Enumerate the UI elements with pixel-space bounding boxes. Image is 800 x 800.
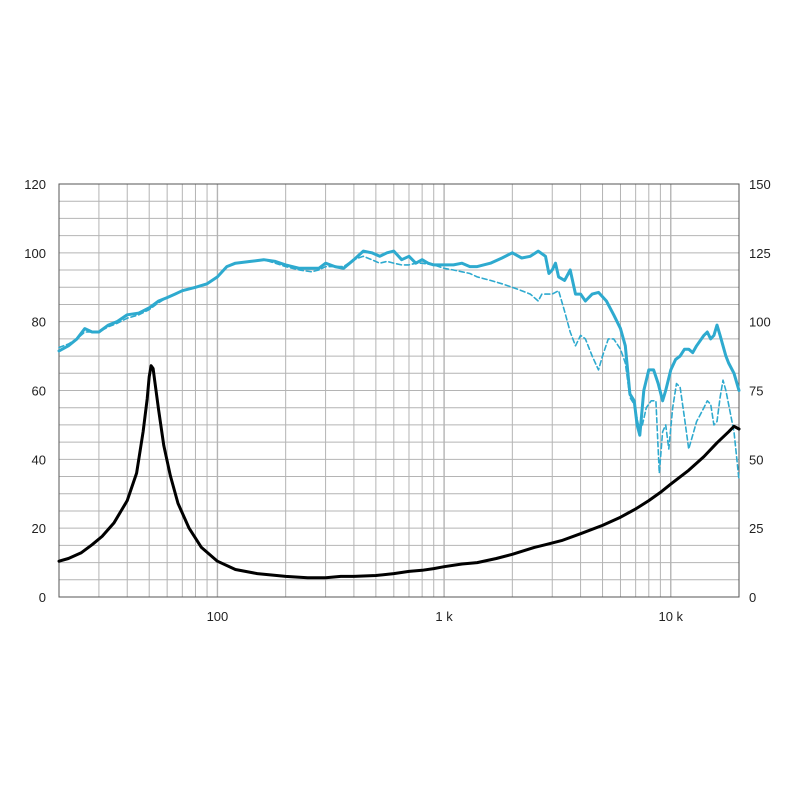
y-right-tick-label: 0	[749, 590, 756, 605]
y-left-tick-label: 60	[32, 384, 46, 399]
x-tick-label: 10 k	[658, 609, 683, 624]
tick-labels: 0 20 40 60 80 100 120 0 25 50 75 100 125 150 100 1 k 10 …	[24, 177, 770, 624]
series-layer	[57, 249, 741, 580]
y-right-tick-label: 100	[749, 315, 771, 330]
y-left-tick-label: 20	[32, 521, 46, 536]
y-right-tick-label: 25	[749, 521, 763, 536]
y-left-tick-label: 100	[24, 246, 46, 261]
y-right-tick-label: 150	[749, 177, 771, 192]
x-tick-label: 1 k	[435, 609, 453, 624]
y-left-tick-label: 120	[24, 177, 46, 192]
y-right-tick-label: 125	[749, 246, 771, 261]
y-left-tick-label: 40	[32, 452, 46, 467]
y-right-tick-label: 75	[749, 384, 763, 399]
y-right-tick-label: 50	[749, 452, 763, 467]
x-tick-label: 100	[207, 609, 229, 624]
y-left-tick-label: 0	[39, 590, 46, 605]
impedance-line	[57, 364, 741, 580]
grid	[58, 183, 740, 598]
response-line-dashed	[58, 255, 740, 481]
y-left-tick-label: 80	[32, 315, 46, 330]
